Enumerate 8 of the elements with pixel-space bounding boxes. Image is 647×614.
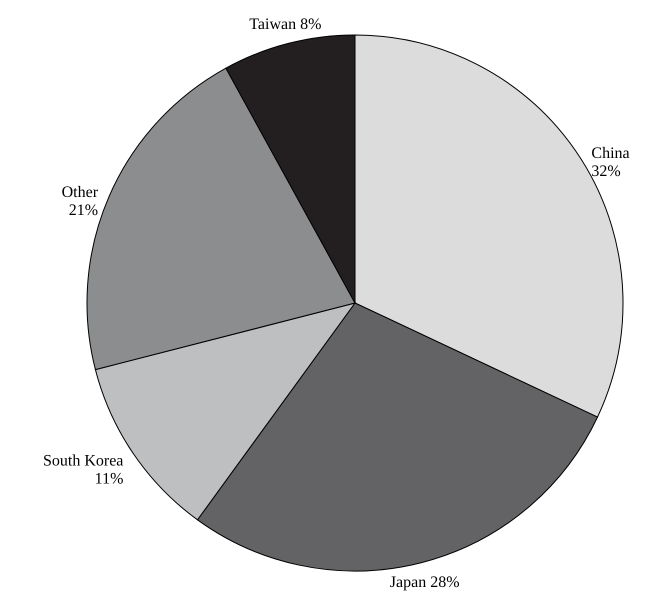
slice-label: China bbox=[591, 144, 630, 162]
data-label: 32% bbox=[591, 162, 621, 180]
slice-label: Taiwan 8% bbox=[249, 16, 322, 33]
data-label: 11% bbox=[94, 470, 124, 488]
slice-label: Other bbox=[62, 184, 99, 201]
slice-label: Japan 28% bbox=[390, 574, 460, 592]
data-label: 21% bbox=[68, 202, 98, 219]
slice-label: South Korea bbox=[42, 452, 124, 470]
